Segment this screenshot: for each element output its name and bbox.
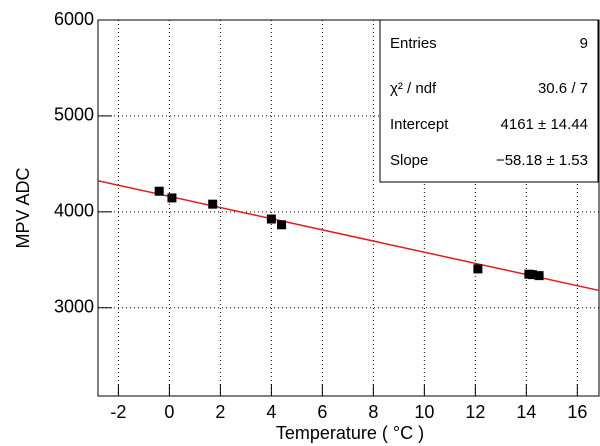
x-tick-label: 14 bbox=[516, 402, 536, 422]
data-point bbox=[208, 199, 218, 209]
stat-value: −58.18 ± 1.53 bbox=[496, 152, 588, 169]
data-point bbox=[167, 193, 177, 203]
stat-label: χ² / ndf bbox=[390, 80, 437, 97]
data-point bbox=[534, 271, 544, 281]
plot-frame bbox=[97, 19, 600, 397]
y-tick-label: 3000 bbox=[54, 297, 94, 317]
x-tick-label: 8 bbox=[368, 402, 378, 422]
stat-label: Slope bbox=[390, 152, 428, 169]
stat-value: 9 bbox=[580, 35, 588, 52]
y-tick-label: 4000 bbox=[54, 201, 94, 221]
x-tick-label: 16 bbox=[567, 402, 587, 422]
x-tick-label: 4 bbox=[266, 402, 276, 422]
stat-label: Entries bbox=[390, 35, 437, 52]
stat-value: 4161 ± 14.44 bbox=[501, 116, 588, 133]
fit-line bbox=[97, 180, 600, 292]
data-point bbox=[528, 270, 538, 280]
data-point bbox=[473, 264, 483, 274]
x-axis-label: Temperature ( °C ) bbox=[276, 423, 424, 443]
y-axis-label: MPV ADC bbox=[13, 167, 33, 248]
data-point bbox=[266, 214, 276, 224]
data-point bbox=[154, 186, 164, 196]
x-tick-label: -2 bbox=[110, 402, 126, 422]
x-tick-label: 12 bbox=[465, 402, 485, 422]
x-tick-label: 2 bbox=[215, 402, 225, 422]
stat-value: 30.6 / 7 bbox=[538, 80, 588, 97]
x-tick-label: 6 bbox=[317, 402, 327, 422]
x-tick-label: 10 bbox=[414, 402, 434, 422]
x-tick-label: 0 bbox=[164, 402, 174, 422]
stat-label: Intercept bbox=[390, 116, 449, 133]
y-tick-label: 6000 bbox=[54, 9, 94, 29]
y-tick-label: 5000 bbox=[54, 105, 94, 125]
stats-box bbox=[379, 19, 599, 183]
data-point bbox=[277, 220, 287, 230]
